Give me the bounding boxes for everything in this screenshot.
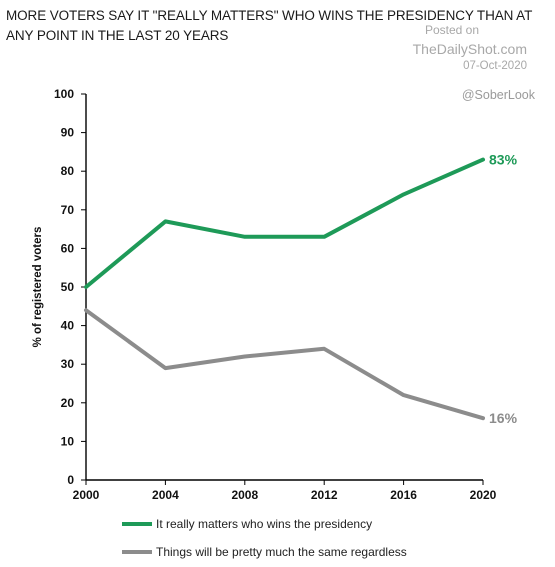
- x-tick-label: 2020: [470, 488, 497, 502]
- x-tick-label: 2016: [390, 488, 417, 502]
- watermark-handle: @SoberLook: [461, 88, 535, 102]
- x-tick-label: 2000: [73, 488, 100, 502]
- watermark-posted-on: Posted on: [424, 23, 479, 37]
- x-tick-label: 2012: [311, 488, 338, 502]
- chart-end-labels: 83% 16%: [489, 152, 518, 427]
- chart-axes: 0 10 20 30 40 50 60 70 80 90 100 2000 2004 2008 2012 20…: [54, 87, 497, 502]
- series-line-2: [84, 308, 485, 421]
- x-tick-label: 2008: [231, 488, 258, 502]
- y-tick-label: 70: [61, 203, 75, 217]
- y-tick-label: 40: [61, 319, 75, 333]
- watermark-date: 07-Oct-2020: [463, 60, 527, 72]
- y-tick-label: 0: [67, 473, 74, 487]
- y-tick-label: 60: [61, 241, 75, 255]
- watermark-site: TheDailyShot.com: [412, 41, 527, 57]
- x-tick-label: 2004: [152, 488, 179, 502]
- y-tick-label: 30: [61, 357, 75, 371]
- legend-item-series-1: It really matters who wins the presidenc…: [122, 517, 372, 531]
- legend-label-series-2: Things will be pretty much the same rega…: [156, 545, 407, 559]
- legend-swatch-series-2: [122, 550, 152, 554]
- legend-swatch-series-1: [122, 522, 152, 526]
- legend-item-series-2: Things will be pretty much the same rega…: [122, 545, 407, 559]
- chart-series: [84, 157, 485, 421]
- series-line-1: [84, 157, 485, 289]
- y-axis-label: % of registered voters: [32, 227, 44, 348]
- series-1-end-label: 83%: [489, 152, 518, 168]
- y-tick-label: 100: [54, 87, 74, 101]
- legend-label-series-1: It really matters who wins the presidenc…: [156, 517, 373, 531]
- chart-title: MORE VOTERS SAY IT "REALLY MATTERS" WHO …: [6, 8, 532, 43]
- series-2-end-label: 16%: [489, 410, 518, 426]
- y-tick-label: 50: [61, 280, 75, 294]
- y-tick-label: 10: [61, 434, 75, 448]
- y-tick-label: 20: [61, 396, 75, 410]
- y-tick-label: 80: [61, 164, 75, 178]
- y-tick-label: 90: [61, 126, 75, 140]
